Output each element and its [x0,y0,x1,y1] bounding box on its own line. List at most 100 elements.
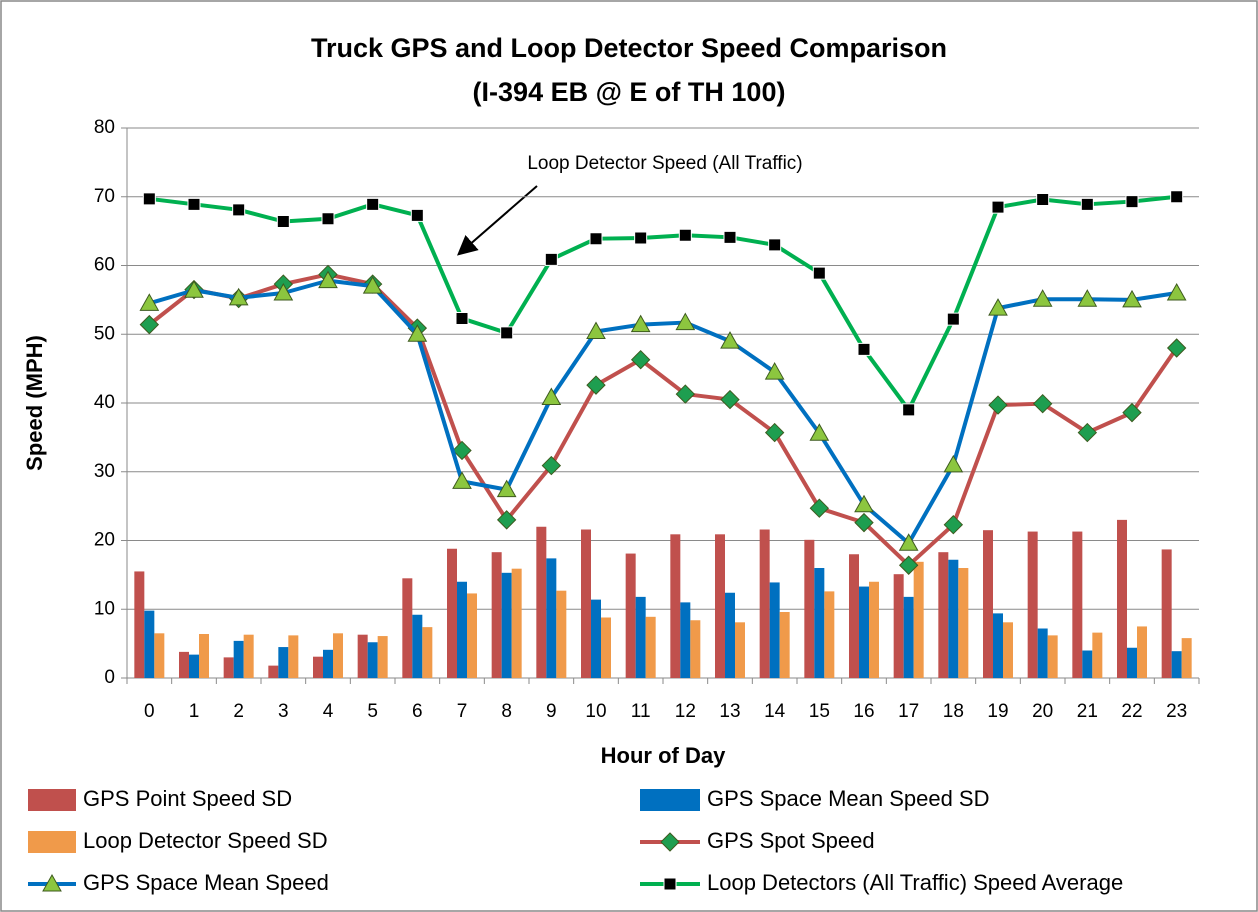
bar [233,640,244,678]
bar [288,635,299,678]
line-marker [943,454,964,473]
line-marker [1122,402,1142,423]
chart-title: Truck GPS and Loop Detector Speed Compar… [311,33,947,63]
legend-label: Loop Detector Speed SD [83,828,328,853]
line [148,278,1177,546]
bar [1127,647,1137,678]
x-tick-label: 22 [1121,701,1142,722]
y-tick-label: 30 [94,461,115,482]
bar [993,613,1003,678]
y-tick-label: 80 [94,117,115,138]
line-marker [1077,289,1098,307]
line-marker [943,514,964,535]
line-marker [496,479,517,498]
legend-label: GPS Spot Speed [707,828,875,853]
bar [313,656,323,678]
bar [268,665,279,678]
x-tick-label: 18 [943,701,964,722]
legend-label: Loop Detectors (All Traffic) Speed Avera… [707,870,1123,895]
line-marker [142,192,156,206]
x-tick-label: 19 [987,701,1008,722]
y-tick-label: 0 [104,667,115,688]
bar [491,552,502,678]
line-marker [586,321,606,339]
line-marker [898,555,919,575]
bar [893,574,904,678]
x-tick-label: 13 [719,701,740,722]
x-tick-label: 14 [764,701,786,722]
y-tick-label: 70 [94,186,115,207]
x-tick-label: 21 [1077,701,1098,722]
bar [501,572,512,678]
bar [1137,626,1147,678]
y-tick-label: 50 [94,323,115,344]
bar [447,548,457,678]
legend-swatch [28,831,76,853]
bar [1072,531,1083,678]
line-marker [630,314,651,333]
bar [859,586,869,678]
bar [1181,638,1192,678]
bar [179,651,189,678]
legend-marker [660,832,680,852]
legend-label: GPS Point Speed SD [83,786,292,811]
line-marker [1166,282,1187,301]
bar [333,633,343,678]
bar [1037,628,1048,678]
bar [357,634,368,678]
line-marker [1032,393,1053,414]
bar [735,622,745,678]
line-marker [854,494,874,513]
line-marker [1125,195,1139,209]
bar [367,642,378,678]
bar [635,596,646,678]
line-marker [455,311,469,325]
line-marker [946,312,960,326]
line-marker [187,197,201,211]
legend-label: GPS Space Mean Speed SD [707,786,990,811]
line-marker [541,455,562,476]
x-tick-label: 7 [457,701,468,722]
line-marker [1036,193,1050,206]
line-marker [232,203,246,217]
line-marker [410,208,424,222]
legend-label: GPS Space Mean Speed [83,870,329,895]
line-marker [675,312,696,331]
bar [849,554,859,678]
bar [690,620,701,678]
line [149,194,1177,412]
bar [189,654,199,678]
bar [869,581,879,678]
bar [536,526,547,678]
bar [223,657,234,678]
line-marker [764,362,785,380]
bar [422,627,433,678]
line-marker [589,232,603,246]
line-marker [720,331,740,349]
bar [1092,632,1103,678]
bar [511,568,522,678]
x-tick-label: 3 [278,701,289,722]
bar [467,593,477,678]
line-marker [809,498,830,518]
bar [323,649,333,678]
bar [913,561,924,678]
x-tick-label: 8 [501,701,512,722]
bar [983,530,993,678]
line-marker [321,212,335,226]
x-tick-label: 4 [323,701,334,722]
line-marker [139,314,160,335]
x-tick-label: 9 [546,701,557,722]
bar [804,539,815,678]
line-marker [544,252,558,266]
bar [645,616,656,678]
line-marker [854,512,874,533]
line-marker [809,423,830,441]
x-tick-label: 1 [189,701,200,722]
bar [457,581,467,678]
line-marker [276,215,290,228]
line-marker [988,395,1008,415]
line-marker [273,282,294,301]
y-axis-label: Speed (MPH) [22,335,47,471]
